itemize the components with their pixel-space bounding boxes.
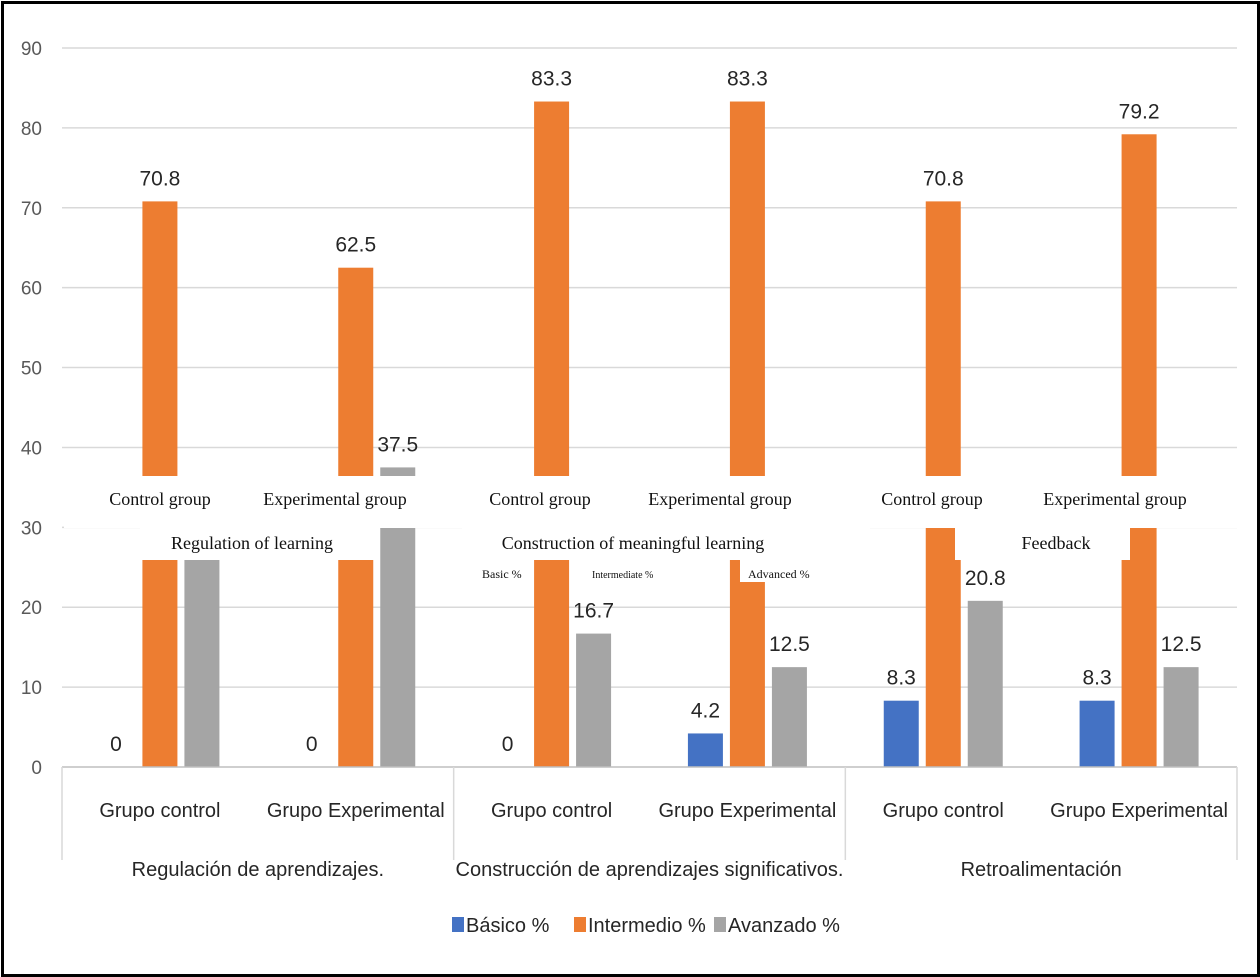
- legend-swatch: [574, 917, 586, 932]
- category-label: Grupo Experimental: [1050, 800, 1228, 822]
- overlay-background: [955, 526, 1130, 560]
- data-label: 70.8: [139, 167, 180, 190]
- overlay-background: [740, 560, 840, 582]
- data-label: 0: [110, 733, 122, 756]
- data-label: 79.2: [1119, 100, 1160, 123]
- y-tick-label: 10: [21, 678, 42, 699]
- data-label: 8.3: [1082, 667, 1111, 690]
- y-tick-label: 40: [21, 438, 42, 459]
- overlay-legend-label: Basic %: [482, 567, 522, 581]
- bar-intermedio: [1121, 134, 1157, 767]
- category-label: Grupo control: [883, 800, 1004, 822]
- y-tick-label: 50: [21, 359, 42, 380]
- category-label: Grupo Experimental: [267, 800, 445, 822]
- legend-swatch: [714, 917, 726, 932]
- overlay-category-label: Control group: [109, 489, 211, 509]
- bar-avanzado: [967, 600, 1003, 767]
- overlay-background: [64, 476, 1240, 528]
- bar-avanzado: [184, 533, 220, 767]
- bar-avanzado: [576, 633, 612, 767]
- bar-intermedio: [729, 101, 765, 767]
- legend-label: Básico %: [466, 915, 550, 937]
- y-tick-label: 60: [21, 279, 42, 300]
- legend-label: Intermedio %: [588, 915, 706, 937]
- overlay-group-label: Feedback: [1022, 533, 1091, 553]
- data-label: 0: [502, 733, 514, 756]
- category-label: Grupo Experimental: [658, 800, 836, 822]
- bar-básico: [883, 700, 919, 767]
- category-label: Grupo control: [491, 800, 612, 822]
- bar-intermedio: [534, 101, 570, 767]
- overlay-background: [462, 560, 532, 582]
- legend-swatch: [452, 917, 464, 932]
- overlay-legend-label: Advanced %: [748, 567, 810, 581]
- bar-básico: [687, 733, 723, 767]
- overlay-category-label: Experimental group: [263, 489, 406, 509]
- group-label: Construcción de aprendizajes significati…: [456, 859, 844, 881]
- data-label: 83.3: [727, 68, 768, 91]
- group-label: Retroalimentación: [961, 859, 1122, 881]
- bar-avanzado: [771, 667, 807, 767]
- data-label: 0: [306, 733, 318, 756]
- overlay-category-label: Experimental group: [1043, 489, 1186, 509]
- bar-básico: [1079, 700, 1115, 767]
- y-tick-label: 30: [21, 518, 42, 539]
- data-label: 62.5: [335, 234, 376, 257]
- overlay-category-label: Experimental group: [648, 489, 791, 509]
- y-tick-label: 80: [21, 119, 42, 140]
- overlay-group-label: Construction of meaningful learning: [502, 533, 764, 553]
- data-label: 4.2: [691, 699, 720, 722]
- overlay-group-label: Regulation of learning: [171, 533, 333, 553]
- category-label: Grupo control: [99, 800, 220, 822]
- bar-avanzado: [1163, 667, 1199, 767]
- data-label: 12.5: [769, 633, 810, 656]
- data-label: 37.5: [377, 433, 418, 456]
- overlay-background: [140, 526, 380, 560]
- data-label: 8.3: [887, 667, 916, 690]
- overlay-background: [462, 526, 870, 560]
- overlay-background: [580, 560, 728, 582]
- overlay-legend-label: Intermediate %: [592, 570, 653, 581]
- legend-label: Avanzado %: [728, 915, 840, 937]
- data-label: 12.5: [1161, 633, 1202, 656]
- overlay-category-label: Control group: [489, 489, 591, 509]
- data-label: 16.7: [573, 600, 614, 623]
- data-label: 20.8: [965, 567, 1006, 590]
- y-tick-label: 20: [21, 598, 42, 619]
- y-tick-label: 0: [31, 758, 42, 779]
- overlay-category-label: Control group: [881, 489, 983, 509]
- y-tick-label: 70: [21, 199, 42, 220]
- data-label: 70.8: [923, 167, 964, 190]
- y-tick-label: 90: [21, 39, 42, 60]
- data-label: 83.3: [531, 68, 572, 91]
- group-label: Regulación de aprendizajes.: [132, 859, 384, 881]
